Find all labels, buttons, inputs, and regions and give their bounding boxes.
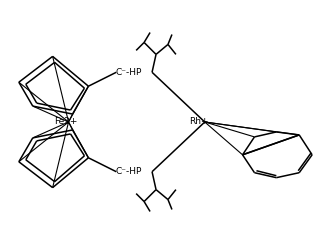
Text: Fe2+: Fe2+ [54, 118, 77, 127]
Text: Rh+: Rh+ [189, 118, 209, 127]
Text: C⁻-HP: C⁻-HP [115, 167, 141, 176]
Text: C⁻-HP: C⁻-HP [115, 68, 141, 77]
